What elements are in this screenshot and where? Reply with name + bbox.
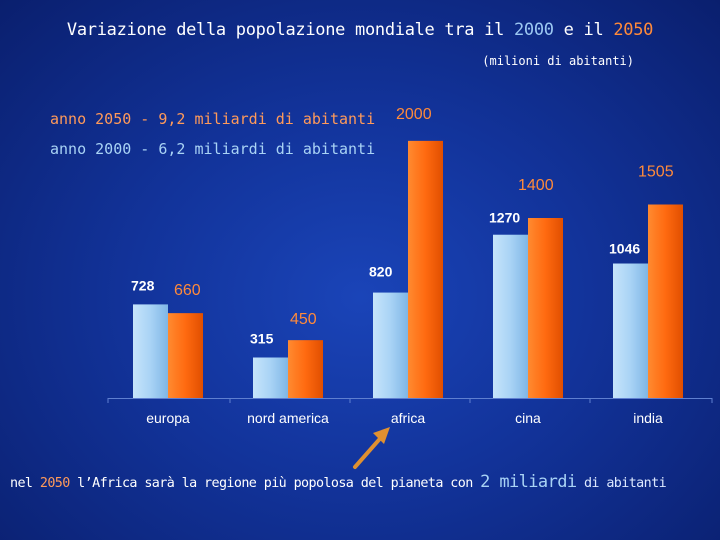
data-label-2000: 1270 (489, 210, 520, 226)
category-label: africa (391, 410, 425, 426)
bar-2050-cina (528, 218, 563, 398)
category-label: cina (515, 410, 541, 426)
bar-2050-europa (168, 313, 203, 398)
category-label: europa (146, 410, 190, 426)
chart-baseline (107, 398, 713, 403)
category-label: nord america (247, 410, 329, 426)
bar-2000-nord-america (253, 357, 288, 398)
bar-2050-india (648, 204, 683, 398)
bar-2000-europa (133, 304, 168, 398)
data-label-2000: 728 (131, 277, 155, 293)
data-label-2050: 450 (290, 311, 317, 328)
bar-2000-india (613, 263, 648, 398)
chart-subtitle: (milioni di abitanti) (482, 54, 634, 68)
footer-note: nel 2050 l’Africa sarà la regione più po… (10, 472, 667, 492)
data-label-2050: 1505 (638, 164, 674, 181)
data-label-2000: 1046 (609, 241, 640, 257)
legend-2000: anno 2000 - 6,2 miliardi di abitanti (50, 140, 376, 158)
bar-2000-cina (493, 234, 528, 398)
data-label-2050: 1400 (518, 177, 554, 194)
bar-2000-africa (373, 292, 408, 398)
category-label: india (633, 410, 663, 426)
legend-2050: anno 2050 - 9,2 miliardi di abitanti (50, 110, 376, 128)
data-label-2000: 315 (250, 331, 274, 347)
data-label-2000: 820 (369, 264, 393, 280)
data-label-2050: 2000 (396, 106, 432, 123)
chart-title: Variazione della popolazione mondiale tr… (66, 20, 654, 40)
bar-2050-africa (408, 140, 443, 398)
bar-2050-nord-america (288, 340, 323, 398)
data-label-2050: 660 (174, 282, 201, 299)
arrow-icon (353, 427, 390, 469)
